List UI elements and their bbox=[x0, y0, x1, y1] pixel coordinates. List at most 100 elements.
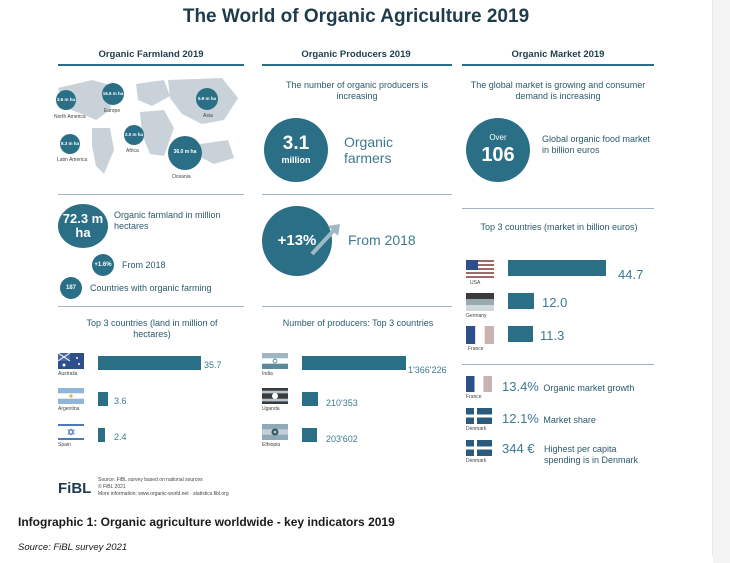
flag-france-icon bbox=[466, 326, 494, 344]
flag-denmark-icon bbox=[466, 440, 492, 456]
market-stat1-country: France bbox=[466, 394, 482, 400]
chart3-bar bbox=[508, 293, 534, 309]
footer-copyright: © FiBL 2021 bbox=[98, 484, 126, 490]
producers-intro: The number of organic producers is incre… bbox=[285, 80, 429, 101]
map-asia-label: Asia bbox=[203, 113, 213, 119]
map-asia-value: 5.9 m ha bbox=[196, 88, 218, 110]
farmland-rule bbox=[58, 64, 244, 66]
chart2-bar bbox=[302, 428, 317, 442]
map-latin-america-value: 8.3 m ha bbox=[60, 134, 80, 154]
market-stat1-label: Organic market growth bbox=[543, 383, 635, 393]
chart1-bar bbox=[98, 428, 105, 442]
chart1-bar bbox=[98, 392, 108, 406]
farmland-growth-label: From 2018 bbox=[122, 260, 166, 270]
farmland-heading: Organic Farmland 2019 bbox=[98, 49, 204, 60]
infographic-title: The World of Organic Agriculture 2019 bbox=[182, 6, 530, 27]
chart2-category: Uganda bbox=[262, 406, 280, 412]
market-stat2: 12.1% Market share bbox=[502, 410, 596, 428]
map-africa-label: Africa bbox=[126, 148, 139, 154]
chart3-category: USA bbox=[470, 280, 481, 286]
flag-denmark-icon bbox=[466, 408, 492, 424]
flag-australia-icon bbox=[58, 353, 84, 369]
source-note: Source: FiBL survey 2021 bbox=[18, 542, 128, 553]
farmland-divider-2 bbox=[58, 306, 244, 307]
map-europe-value: 16.5 m ha bbox=[102, 83, 124, 105]
chart2-bar bbox=[302, 392, 318, 406]
footer-source-small: Source: FiBL survey based on national so… bbox=[98, 477, 203, 483]
europe-shape bbox=[136, 80, 170, 106]
chart3-bar bbox=[508, 326, 533, 342]
map-north-america-value: 3.6 m ha bbox=[56, 90, 76, 110]
chart1-category: Spain bbox=[58, 442, 71, 448]
chart3-value-label: 44.7 bbox=[618, 267, 644, 282]
chart3-category: Germany bbox=[466, 313, 487, 319]
chart3-value-label: 11.3 bbox=[540, 328, 565, 343]
flag-usa-icon bbox=[466, 260, 494, 278]
farmland-total-label: Organic farmland in million hectares bbox=[114, 210, 221, 231]
producers-growth-label: From 2018 bbox=[348, 232, 416, 248]
map-latin-america-label: Latin America bbox=[57, 157, 88, 163]
producers-top3-title: Number of producers: Top 3 countries bbox=[282, 318, 434, 328]
market-divider-2 bbox=[462, 364, 654, 365]
south-america-shape bbox=[92, 128, 114, 174]
market-stat3-value: 344 € bbox=[502, 441, 535, 456]
flag-spain-icon bbox=[58, 424, 84, 440]
market-top3-title: Top 3 countries (market in billion euros… bbox=[480, 222, 638, 232]
market-over-circle: Over 106 bbox=[466, 118, 530, 182]
oceania-shape bbox=[200, 140, 234, 164]
chart1-value-label: 2.4 bbox=[114, 432, 127, 442]
farmland-countries-label: Countries with organic farming bbox=[90, 283, 212, 293]
market-stat3-country: Denmark bbox=[466, 458, 487, 464]
africa-shape bbox=[140, 110, 174, 156]
market-stat3-label: Highest per capita spending is in Denmar… bbox=[544, 444, 639, 465]
farmland-growth-circle: +1.6% bbox=[92, 254, 114, 276]
page-margin bbox=[713, 0, 730, 563]
chart3-value-label: 12.0 bbox=[542, 295, 568, 310]
chart2-category: Ethiopia bbox=[262, 442, 281, 448]
farmland-countries-circle: 187 bbox=[60, 277, 82, 299]
producers-total-unit: million bbox=[281, 155, 311, 166]
producers-total-label: Organic farmers bbox=[344, 134, 394, 167]
farmland-total-circle: 72.3 m ha bbox=[58, 204, 108, 248]
map-africa-value: 2.0 m ha bbox=[124, 125, 144, 145]
flag-france-icon bbox=[466, 376, 492, 392]
chart1-category: Argentina bbox=[58, 406, 80, 412]
market-rule bbox=[462, 64, 654, 66]
producers-heading: Organic Producers 2019 bbox=[301, 49, 411, 60]
infographic-frame bbox=[712, 0, 713, 556]
flag-india-icon bbox=[262, 353, 288, 369]
flag-germany-icon bbox=[466, 293, 494, 311]
chart1-category: Australia bbox=[58, 371, 78, 377]
infographic-caption: Infographic 1: Organic agriculture world… bbox=[18, 515, 395, 529]
market-stat2-country: Denmark bbox=[466, 426, 487, 432]
producers-growth-circle: +13% bbox=[262, 206, 332, 276]
chart2-value-label: 1'366'226 bbox=[408, 365, 447, 375]
chart2-value-label: 210'353 bbox=[326, 398, 358, 408]
chart1-value-label: 35.7 bbox=[204, 360, 222, 370]
map-oceania-value: 36.0 m ha bbox=[168, 136, 202, 170]
map-north-america-label: North America bbox=[54, 114, 86, 120]
chart1-bar bbox=[98, 356, 201, 370]
market-divider bbox=[462, 208, 654, 209]
producers-rule bbox=[262, 64, 452, 66]
map-oceania-label: Oceania bbox=[172, 174, 191, 180]
farmland-top3-title: Top 3 countries (land in million of hect… bbox=[86, 318, 218, 339]
market-over-label: Over bbox=[489, 133, 507, 143]
north-america-shape bbox=[58, 80, 114, 120]
market-over-value: 106 bbox=[481, 143, 515, 166]
map-europe-label: Europe bbox=[104, 108, 121, 114]
market-stat2-label: Market share bbox=[543, 415, 596, 425]
fibl-logo: FiBL bbox=[58, 480, 92, 497]
market-stat2-value: 12.1% bbox=[502, 411, 539, 426]
flag-uganda-icon bbox=[262, 388, 288, 404]
chart3-bar bbox=[508, 260, 606, 276]
producers-divider-2 bbox=[262, 306, 452, 307]
flag-argentina-icon bbox=[58, 388, 84, 404]
chart2-category: India bbox=[262, 371, 273, 377]
flag-ethiopia-icon bbox=[262, 424, 288, 440]
chart3-category: France bbox=[468, 346, 484, 352]
producers-total-circle: 3.1 million bbox=[264, 118, 328, 182]
footer-more-info: More information: www.organic-world.net … bbox=[98, 491, 229, 497]
world-map bbox=[58, 78, 238, 174]
producers-divider bbox=[262, 194, 452, 195]
